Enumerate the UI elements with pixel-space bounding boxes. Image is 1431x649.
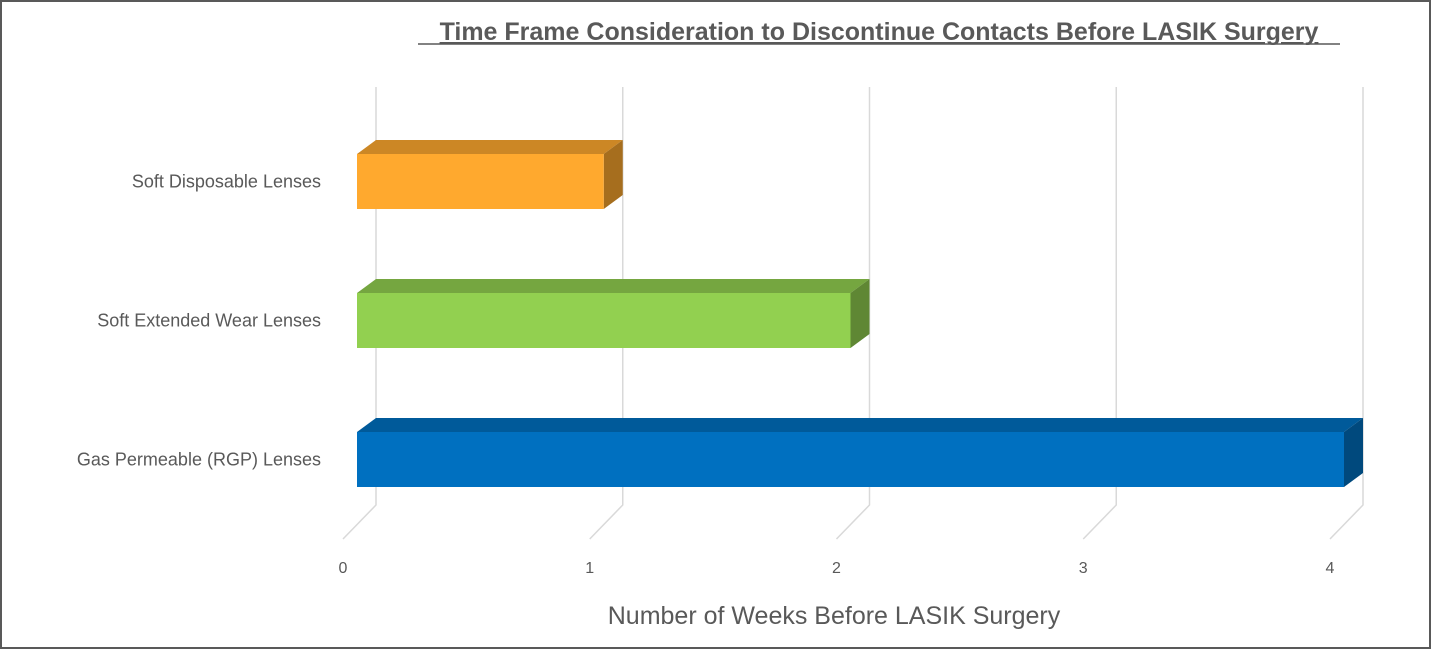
gridline <box>1082 87 1117 540</box>
chart-title: Time Frame Consideration to Discontinue … <box>440 18 1319 46</box>
category-label: Gas Permeable (RGP) Lenses <box>77 450 321 470</box>
bar-top-face <box>357 418 1363 432</box>
category-label: Soft Extended Wear Lenses <box>97 311 321 331</box>
bar-side-face <box>603 140 623 209</box>
bar <box>357 293 851 348</box>
gridline <box>835 87 871 540</box>
gridline <box>1329 87 1364 540</box>
bar-side-face <box>850 279 870 348</box>
gridline <box>589 87 624 540</box>
gridline <box>342 87 377 540</box>
bar-side-face <box>1344 418 1363 487</box>
x-tick-label: 4 <box>1326 560 1335 577</box>
category-label: Soft Disposable Lenses <box>132 172 321 192</box>
x-tick-label: 1 <box>585 560 594 577</box>
x-tick-label: 2 <box>832 560 841 577</box>
bar-top-face <box>357 279 870 293</box>
x-tick-label: 3 <box>1079 560 1088 577</box>
bar <box>357 432 1344 487</box>
bar-top-face <box>357 140 623 154</box>
x-tick-label: 0 <box>339 560 348 577</box>
bar <box>357 154 604 209</box>
x-axis-title: Number of Weeks Before LASIK Surgery <box>608 602 1061 630</box>
